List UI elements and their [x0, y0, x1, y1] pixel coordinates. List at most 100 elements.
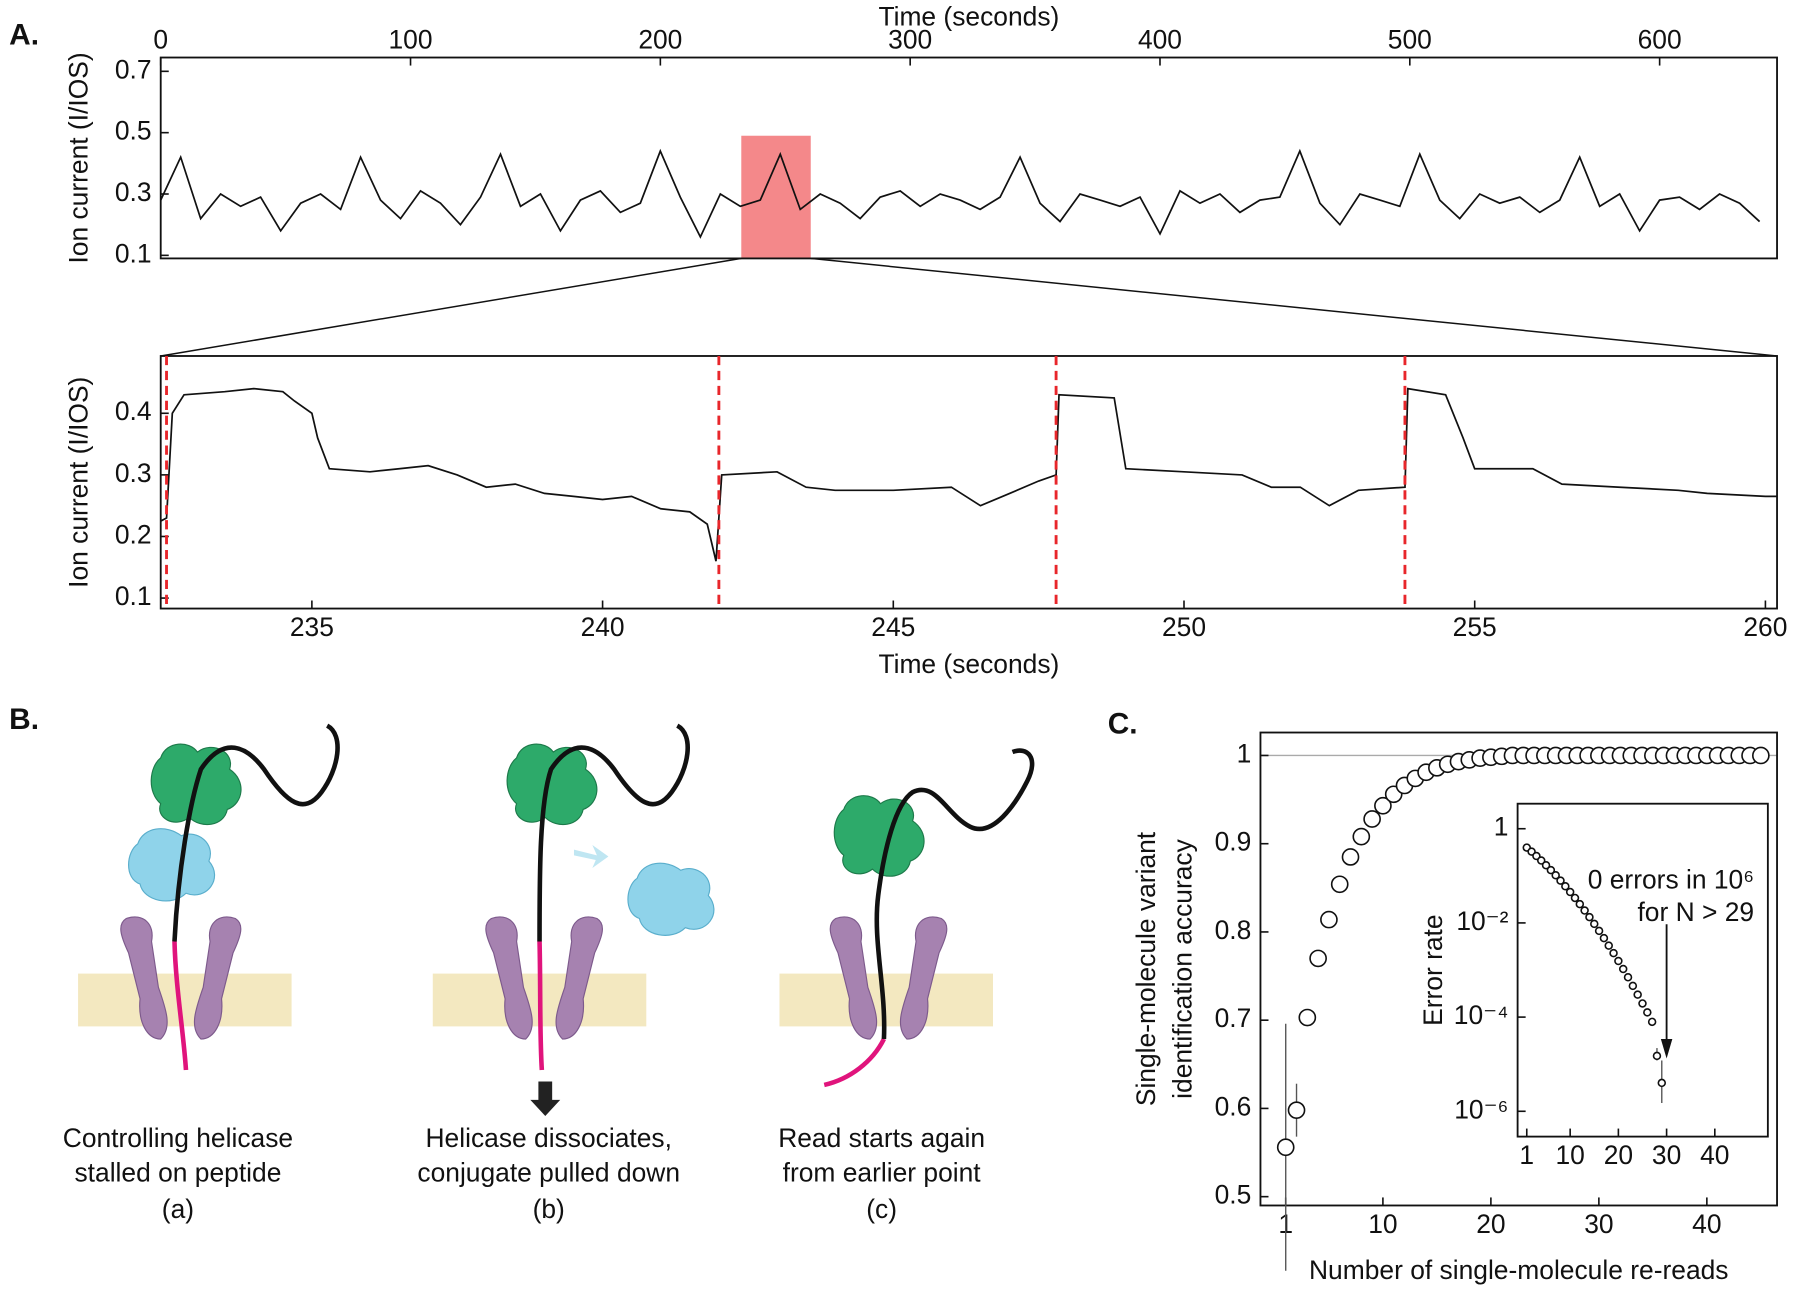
x-tick-label: 30 [1584, 1209, 1613, 1239]
caption: from earlier point [783, 1157, 982, 1187]
dna-strand [874, 748, 1035, 1040]
x-tick-label: 600 [1638, 24, 1682, 54]
point [1363, 810, 1381, 828]
membrane [78, 973, 292, 1027]
x-tick-label: 20 [1604, 1140, 1633, 1170]
y-tick-label: 0.2 [115, 519, 152, 549]
y-tick-label: 10⁻⁴ [1454, 1000, 1509, 1030]
x-tick-label: 10 [1555, 1140, 1584, 1170]
caption: stalled on peptide [74, 1157, 281, 1187]
pore [193, 916, 242, 1040]
point [1594, 926, 1604, 936]
point [1657, 1078, 1667, 1088]
x-tick-label: 20 [1476, 1209, 1505, 1239]
annotation: for N > 29 [1637, 897, 1754, 927]
x-tick-label: 1 [1519, 1140, 1534, 1170]
peptide [823, 1037, 886, 1088]
y-axis-label: Ion current (I/IOS) [63, 377, 93, 588]
x-tick-label: 255 [1453, 612, 1497, 642]
point [1320, 910, 1338, 929]
x-tick-label: 10 [1368, 1209, 1397, 1239]
membrane [779, 973, 993, 1027]
point [1609, 948, 1618, 958]
y-tick-label: 0.9 [1215, 827, 1252, 857]
x-tick-label: 30 [1652, 1140, 1681, 1170]
annotation: 0 errors in 10⁶ [1588, 865, 1754, 895]
y-axis-label: Single-molecule variant [1131, 831, 1161, 1106]
plot-frame [159, 355, 1778, 610]
peptide [172, 941, 189, 1071]
zoom-connector [160, 257, 742, 357]
dna-strand [172, 723, 340, 942]
trace [160, 387, 1778, 562]
caption: Helicase dissociates, [426, 1123, 672, 1153]
y-tick-label: 10⁻⁶ [1454, 1094, 1508, 1124]
x-tick-label: 235 [290, 612, 334, 642]
y-tick-label: 10⁻² [1456, 906, 1508, 936]
y-tick-label: 0.1 [115, 238, 152, 268]
x-axis-label: Time (seconds) [878, 1, 1059, 31]
point [1546, 865, 1556, 875]
plot-frame [1259, 731, 1778, 1207]
point [1551, 870, 1560, 880]
point [1633, 990, 1642, 999]
point [1298, 1008, 1317, 1027]
point [1541, 860, 1551, 870]
x-tick-label: 200 [638, 24, 682, 54]
y-tick-label: 0.1 [115, 581, 152, 611]
pore [555, 916, 603, 1040]
pore [829, 916, 878, 1040]
y-tick-label: 0.3 [115, 177, 152, 207]
x-tick-label: 250 [1162, 612, 1206, 642]
arrow [573, 845, 609, 868]
x-axis-label: Time (seconds) [878, 649, 1059, 679]
y-tick-label: 1 [1237, 738, 1252, 768]
point [1536, 856, 1546, 865]
caption: conjugate pulled down [417, 1157, 680, 1187]
peptide [537, 941, 545, 1071]
point [1352, 827, 1371, 846]
y-tick-label: 0.4 [115, 396, 152, 426]
point [1561, 881, 1570, 891]
caption: Read starts again [778, 1123, 985, 1153]
x-tick-label: 0 [153, 24, 168, 54]
point [1590, 919, 1599, 929]
point [1585, 912, 1594, 922]
point [1604, 941, 1613, 950]
x-tick-label: 260 [1743, 612, 1787, 642]
point [1330, 875, 1349, 894]
y-axis-label: Error rate [1418, 914, 1448, 1025]
point [1599, 933, 1609, 943]
point [1752, 746, 1770, 765]
point [1614, 956, 1623, 966]
helicase-green [506, 743, 598, 826]
panel-label: B. [9, 703, 39, 736]
highlight [741, 135, 811, 259]
pore [485, 916, 533, 1040]
point [1643, 1008, 1652, 1017]
point [1580, 906, 1589, 915]
point [1652, 1051, 1662, 1061]
helicase-blue [627, 862, 715, 936]
y-tick-label: 0.7 [1215, 1003, 1252, 1033]
x-tick-label: 100 [389, 24, 433, 54]
panel-label: A. [9, 19, 39, 52]
y-axis-label: identification accuracy [1168, 838, 1198, 1098]
arrow-head [1660, 1039, 1673, 1059]
plot-frame [159, 56, 1778, 260]
y-tick-label: 0.7 [115, 54, 152, 84]
x-axis-label: Number of single-molecule re-reads [1309, 1255, 1728, 1285]
caption-tag: (c) [866, 1194, 897, 1224]
y-tick-label: 1 [1494, 812, 1509, 842]
point [1575, 899, 1585, 909]
caption: Controlling helicase [63, 1123, 293, 1153]
plot-frame [1516, 802, 1769, 1138]
helicase-blue [128, 828, 216, 902]
x-tick-label: 300 [888, 24, 932, 54]
arrow [530, 1081, 561, 1116]
x-tick-label: 40 [1692, 1209, 1721, 1239]
point [1570, 893, 1580, 903]
point [1556, 876, 1565, 885]
y-tick-label: 0.5 [1215, 1180, 1252, 1210]
